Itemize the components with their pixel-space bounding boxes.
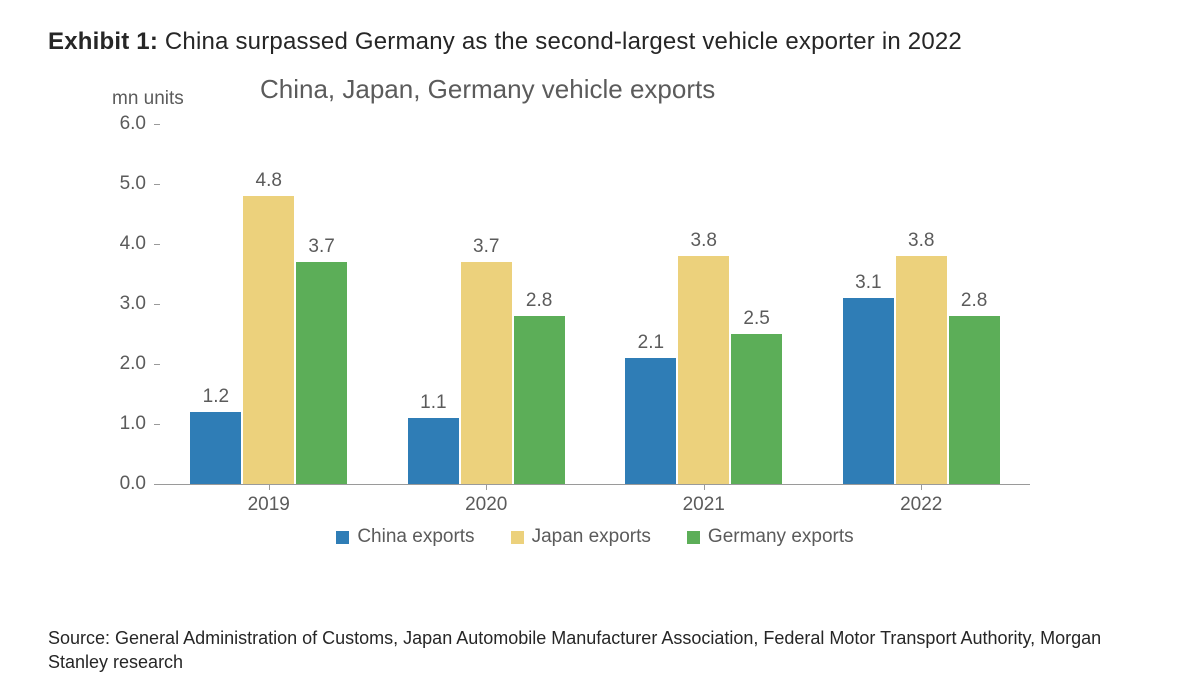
bar: 1.2 — [190, 412, 241, 484]
y-tick-label: 3.0 — [120, 293, 160, 315]
y-tick-label: 1.0 — [120, 413, 160, 435]
legend-label: China exports — [357, 526, 474, 548]
y-tick-label: 5.0 — [120, 173, 160, 195]
bar: 3.8 — [678, 256, 729, 484]
exhibit-heading: Exhibit 1: China surpassed Germany as th… — [48, 28, 1152, 56]
x-tick-label: 2019 — [248, 484, 290, 516]
bar-value-label: 1.1 — [420, 392, 446, 418]
legend-item: China exports — [336, 526, 474, 548]
y-tick-label: 0.0 — [120, 473, 160, 495]
chart-top-labels: mn units China, Japan, Germany vehicle e… — [60, 74, 1060, 118]
bar-value-label: 3.8 — [691, 230, 717, 256]
bar-value-label: 2.8 — [526, 290, 552, 316]
legend-swatch — [687, 531, 700, 544]
legend-label: Germany exports — [708, 526, 854, 548]
bar-value-label: 2.5 — [743, 308, 769, 334]
legend-item: Germany exports — [687, 526, 854, 548]
bar-value-label: 4.8 — [256, 170, 282, 196]
bar-value-label: 1.2 — [203, 386, 229, 412]
bar-value-label: 2.1 — [638, 332, 664, 358]
bar: 4.8 — [243, 196, 294, 484]
bar: 3.7 — [296, 262, 347, 484]
legend-label: Japan exports — [532, 526, 651, 548]
bar: 2.5 — [731, 334, 782, 484]
x-tick-label: 2020 — [465, 484, 507, 516]
x-tick-label: 2021 — [683, 484, 725, 516]
bar: 2.8 — [949, 316, 1000, 484]
bar: 2.1 — [625, 358, 676, 484]
y-tick-label: 4.0 — [120, 233, 160, 255]
exhibit-caption: China surpassed Germany as the second-la… — [165, 28, 962, 55]
exhibit-label: Exhibit 1: — [48, 28, 158, 55]
y-tick-label: 2.0 — [120, 353, 160, 375]
y-axis-title: mn units — [112, 88, 184, 110]
legend-swatch — [336, 531, 349, 544]
bar: 3.1 — [843, 298, 894, 484]
plot-area: 0.01.02.03.04.05.06.020191.24.83.720201.… — [160, 124, 1030, 485]
x-tick-label: 2022 — [900, 484, 942, 516]
bar-value-label: 2.8 — [961, 290, 987, 316]
bar-value-label: 3.1 — [855, 272, 881, 298]
bar-value-label: 3.7 — [473, 236, 499, 262]
legend-item: Japan exports — [511, 526, 651, 548]
bar-value-label: 3.8 — [908, 230, 934, 256]
source-note: Source: General Administration of Custom… — [48, 627, 1152, 674]
chart-title: China, Japan, Germany vehicle exports — [260, 74, 715, 105]
legend-swatch — [511, 531, 524, 544]
legend: China exports Japan exports Germany export… — [160, 526, 1030, 549]
vehicle-exports-chart: mn units China, Japan, Germany vehicle e… — [60, 74, 1060, 554]
bar: 1.1 — [408, 418, 459, 484]
bar-value-label: 3.7 — [308, 236, 334, 262]
bar: 3.8 — [896, 256, 947, 484]
bar: 3.7 — [461, 262, 512, 484]
page: Exhibit 1: China surpassed Germany as th… — [0, 0, 1200, 698]
bar: 2.8 — [514, 316, 565, 484]
y-tick-label: 6.0 — [120, 113, 160, 135]
